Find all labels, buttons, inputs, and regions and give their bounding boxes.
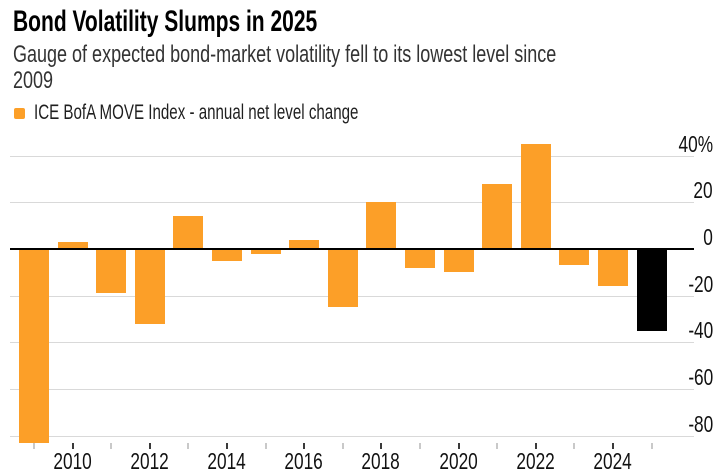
bar-2016: [289, 240, 319, 249]
x-tick-2016: [303, 443, 305, 449]
chart-title: Bond Volatility Slumps in 2025: [13, 5, 318, 38]
x-axis-label: 2016: [269, 449, 339, 473]
x-tick-2009: [33, 443, 35, 449]
x-tick-2020: [458, 443, 460, 449]
x-tick-2013: [187, 443, 189, 449]
x-axis-label-text: 2016: [284, 448, 324, 474]
gridline--60: [10, 389, 694, 390]
x-tick-2017: [342, 443, 344, 449]
y-axis-label-text: -40: [688, 317, 713, 343]
x-tick-2019: [419, 443, 421, 449]
x-tick-2018: [380, 443, 382, 449]
y-axis-label: -20: [643, 272, 713, 296]
x-axis-label: 2020: [424, 449, 494, 473]
y-axis-label-text: 40%: [678, 131, 713, 157]
x-tick-2015: [265, 443, 267, 449]
legend: ICE BofA MOVE Index - annual net level c…: [14, 101, 485, 124]
gridline--40: [10, 342, 694, 343]
y-axis-label-text: -20: [688, 271, 713, 297]
bar-2018: [366, 202, 396, 249]
x-tick-2024: [612, 443, 614, 449]
bar-2025: [637, 249, 667, 331]
gridline--80: [10, 436, 694, 437]
y-axis-label: 20: [643, 178, 713, 202]
bar-2009: [19, 249, 49, 443]
x-tick-2014: [226, 443, 228, 449]
chart-subtitle-line1: Gauge of expected bond-market volatility…: [13, 41, 557, 68]
bar-2017: [328, 249, 358, 307]
y-axis-label-text: 0: [703, 224, 713, 250]
x-axis-label-text: 2014: [207, 448, 247, 474]
x-tick-2012: [149, 443, 151, 449]
y-axis-label-text: 20: [693, 177, 713, 203]
bar-2019: [405, 249, 435, 268]
x-tick-2010: [72, 443, 74, 449]
bar-2022: [521, 144, 551, 249]
y-axis-label-text: -60: [688, 364, 713, 390]
bar-2014: [212, 249, 242, 261]
x-axis-label: 2012: [115, 449, 185, 473]
x-axis-label: 2022: [501, 449, 571, 473]
gridline-40: [10, 156, 694, 157]
bar-2012: [135, 249, 165, 324]
chart-subtitle-line2: 2009: [13, 67, 54, 94]
x-tick-2023: [573, 443, 575, 449]
y-axis-label: 40%: [643, 132, 713, 156]
y-axis-label: -80: [643, 412, 713, 436]
chart-subtitle: Gauge of expected bond-market volatility…: [13, 42, 556, 94]
bar-2023: [559, 249, 589, 265]
bar-2024: [598, 249, 628, 286]
bar-2021: [482, 184, 512, 249]
x-axis-label-text: 2022: [516, 448, 556, 474]
bar-2020: [444, 249, 474, 272]
bar-2015: [251, 249, 281, 254]
x-axis-label-text: 2020: [439, 448, 479, 474]
x-tick-2021: [496, 443, 498, 449]
bar-2010: [58, 242, 88, 249]
bar-2011: [96, 249, 126, 293]
legend-swatch-icon: [14, 107, 25, 119]
x-tick-2022: [535, 443, 537, 449]
x-axis-label: 2024: [578, 449, 648, 473]
x-axis-label-text: 2010: [53, 448, 93, 474]
zero-axis-line: [10, 248, 694, 250]
x-axis-label: 2018: [346, 449, 416, 473]
y-axis-label: 0: [643, 225, 713, 249]
x-tick-2011: [110, 443, 112, 449]
y-axis-label-text: -80: [688, 411, 713, 437]
bar-2013: [173, 216, 203, 249]
legend-label: ICE BofA MOVE Index - annual net level c…: [34, 101, 359, 124]
x-axis-label: 2014: [192, 449, 262, 473]
x-axis-label-text: 2018: [361, 448, 401, 474]
x-tick-2025: [651, 443, 653, 449]
y-axis-label: -40: [643, 318, 713, 342]
x-axis-label: 2010: [38, 449, 108, 473]
x-axis-label-text: 2024: [593, 448, 633, 474]
y-axis-label: -60: [643, 365, 713, 389]
x-axis-label-text: 2012: [130, 448, 170, 474]
gridline-20: [10, 202, 694, 203]
